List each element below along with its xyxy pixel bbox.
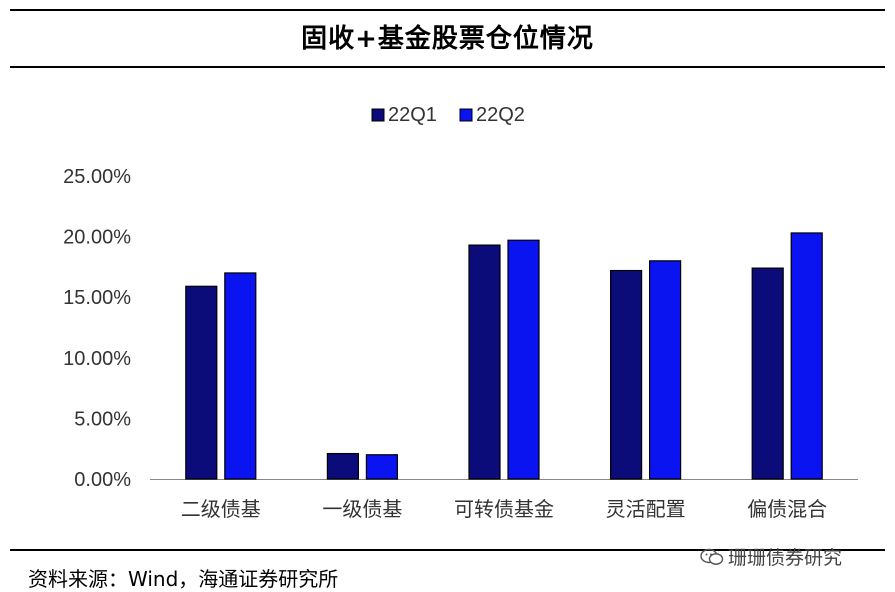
x-category-label: 二级债基: [181, 498, 261, 521]
y-tick-label: 0.00%: [74, 469, 131, 491]
bar-22Q1-灵活配置: [609, 269, 643, 480]
top-rule: [10, 9, 885, 11]
chart-title: 固收+基金股票仓位情况: [301, 24, 594, 54]
title-underline: [10, 66, 885, 68]
bar-22Q2-偏债混合: [790, 232, 823, 480]
x-category-label: 一级债基: [322, 498, 402, 521]
y-tick-label: 10.00%: [63, 348, 131, 370]
bar-22Q2-可转债基金: [507, 239, 540, 480]
x-category-label: 可转债基金: [454, 498, 554, 521]
x-category-label: 灵活配置: [606, 498, 686, 521]
watermark: 珊珊债券研究: [700, 543, 842, 570]
wechat-icon: [700, 548, 724, 565]
y-tick-label: 5.00%: [74, 408, 131, 430]
x-category-label: 偏债混合: [747, 498, 827, 521]
legend-label-22Q1: 22Q1: [388, 104, 437, 126]
bar-22Q1-一级债基: [326, 452, 359, 480]
legend-swatch-22Q2: [459, 108, 473, 122]
y-tick-label: 25.00%: [63, 166, 131, 188]
y-tick-label: 15.00%: [63, 287, 131, 309]
legend-swatch-22Q1: [371, 108, 385, 122]
bar-22Q1-偏债混合: [751, 267, 784, 480]
legend-label-22Q2: 22Q2: [476, 104, 525, 126]
source-note: 资料来源：Wind，海通证券研究所: [28, 567, 339, 591]
watermark-text: 珊珊债券研究: [728, 547, 843, 569]
bar-22Q1-可转债基金: [468, 244, 501, 480]
bottom-rule: [10, 549, 885, 551]
bar-22Q2-一级债基: [365, 454, 398, 480]
bar-22Q1-二级债基: [185, 285, 218, 480]
bar-chart: 22Q1 22Q2 0.00% 5.00% 10.00% 15.00% 20.00% 25.0…: [63, 104, 858, 521]
bar-22Q2-灵活配置: [648, 260, 682, 480]
y-tick-label: 20.00%: [63, 227, 131, 249]
bar-22Q2-二级债基: [224, 272, 257, 480]
